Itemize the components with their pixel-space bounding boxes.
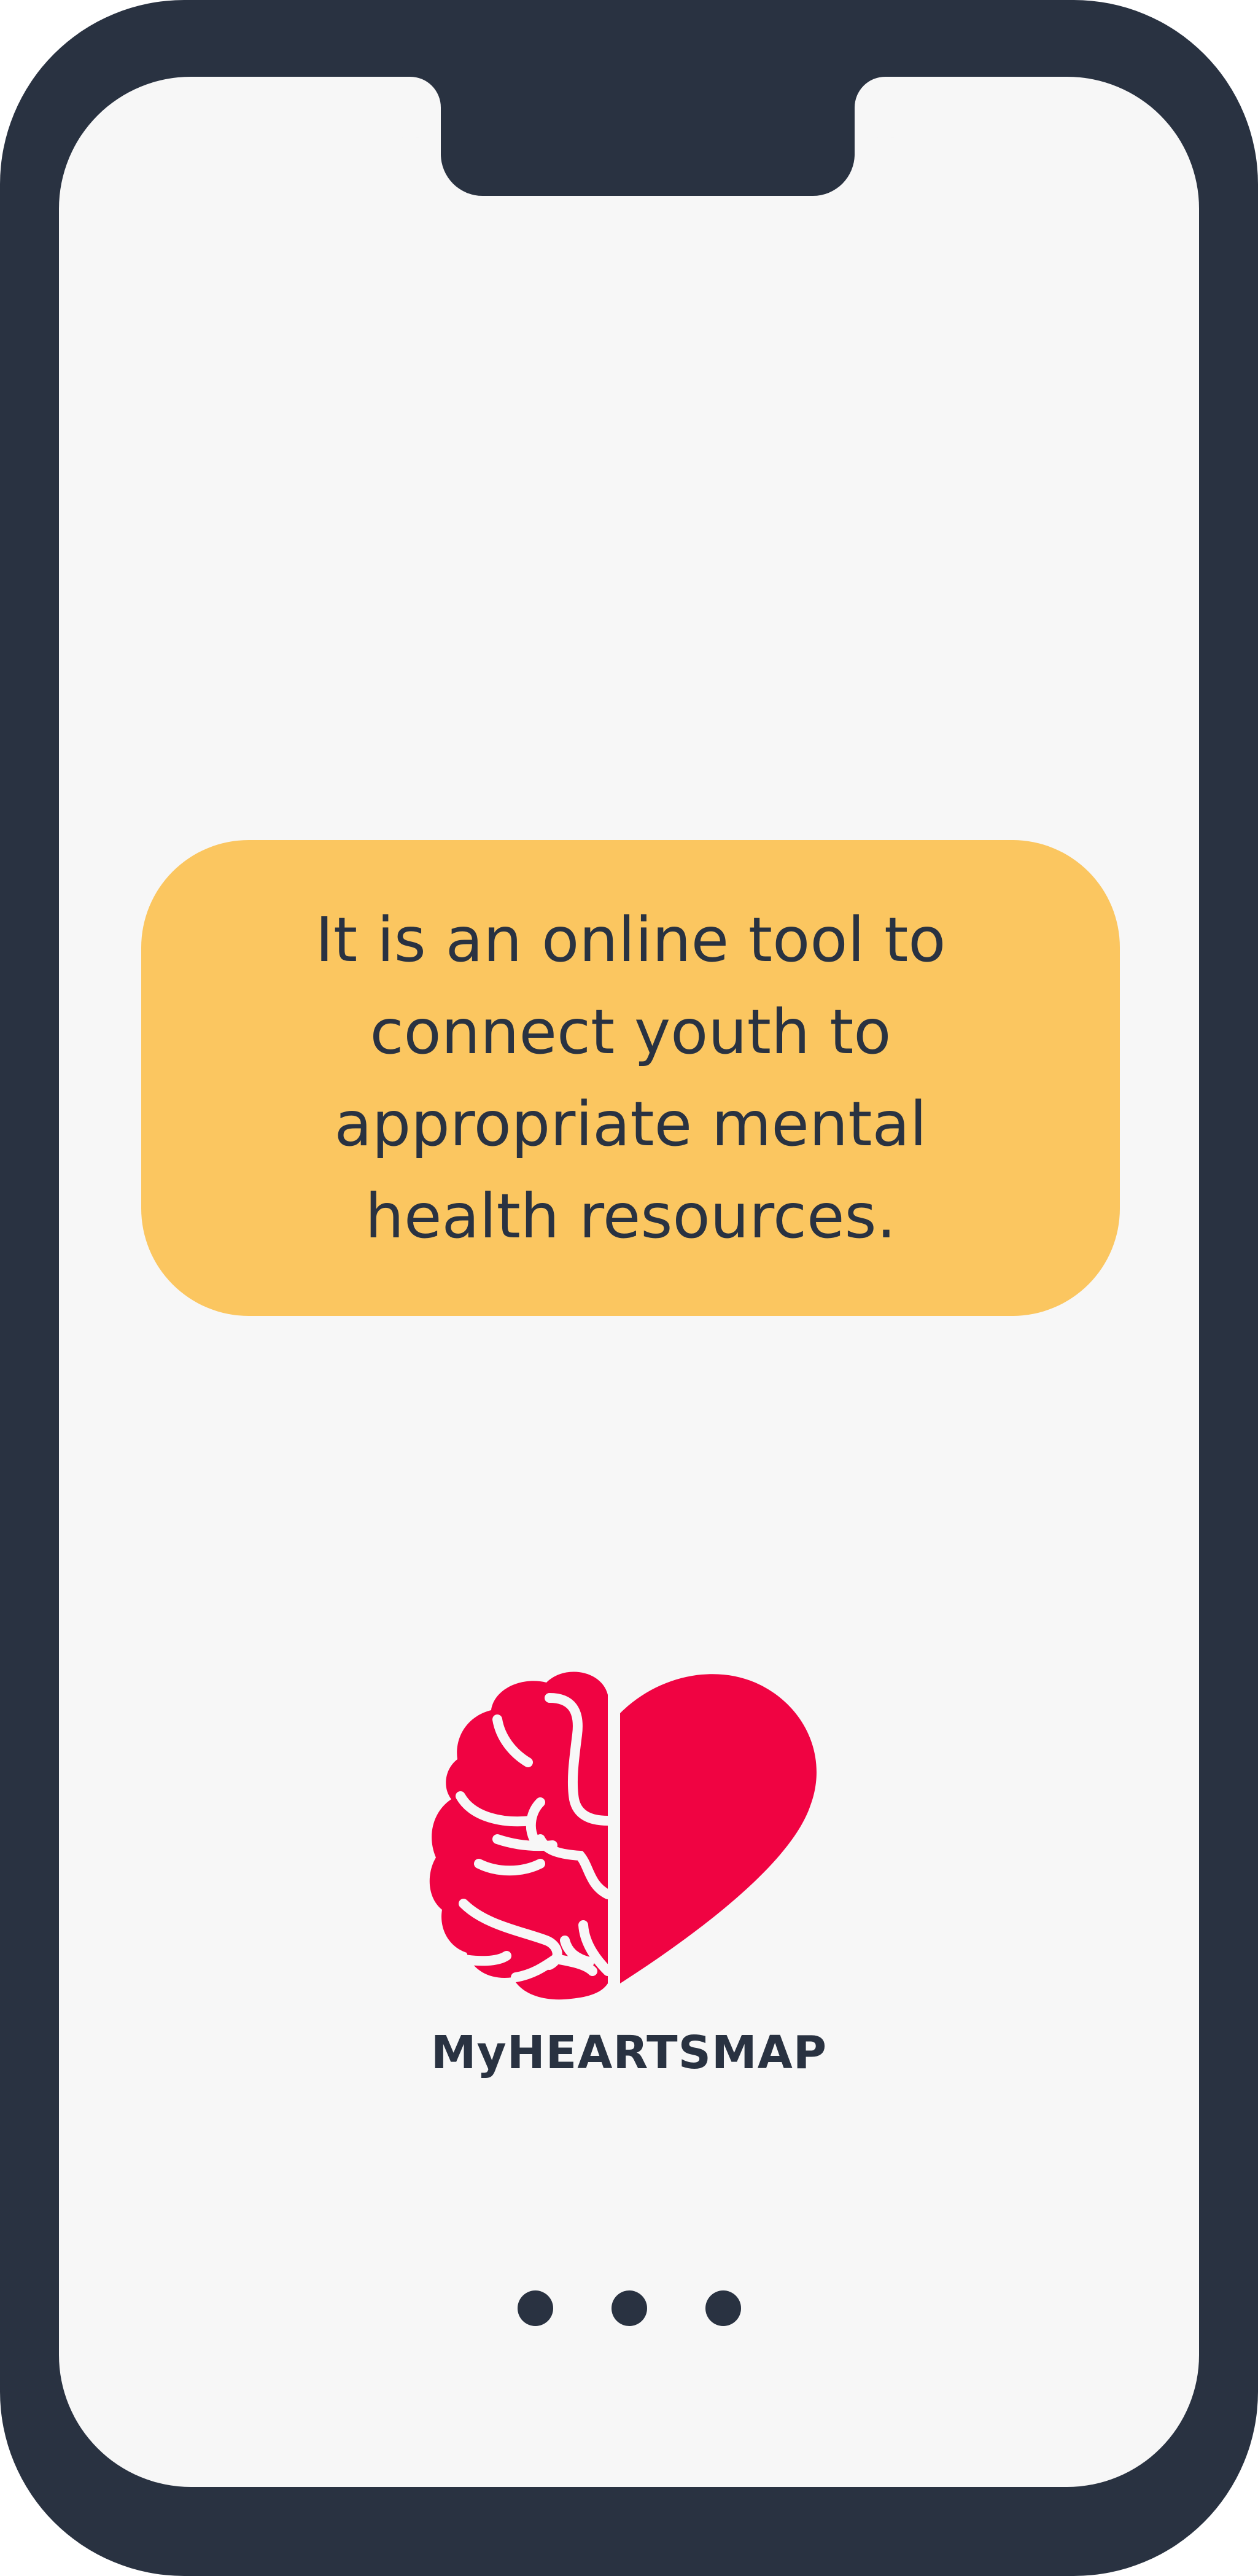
page-dot-2[interactable] bbox=[611, 2290, 647, 2326]
info-card: It is an online tool to connect youth to… bbox=[141, 840, 1120, 1316]
heart-half bbox=[620, 1674, 817, 1983]
page-dot-3[interactable] bbox=[705, 2290, 741, 2326]
phone-notch bbox=[441, 77, 855, 196]
notch-corner-right bbox=[855, 77, 916, 138]
brain-heart-icon bbox=[429, 1671, 817, 2000]
brand-name: MyHEARTSMAP bbox=[430, 2026, 828, 2079]
notch-corner-left bbox=[379, 77, 441, 138]
info-card-text: It is an online tool to connect youth to… bbox=[315, 903, 946, 1252]
page-indicator bbox=[0, 2290, 1258, 2327]
page-dot-1[interactable] bbox=[517, 2290, 553, 2326]
